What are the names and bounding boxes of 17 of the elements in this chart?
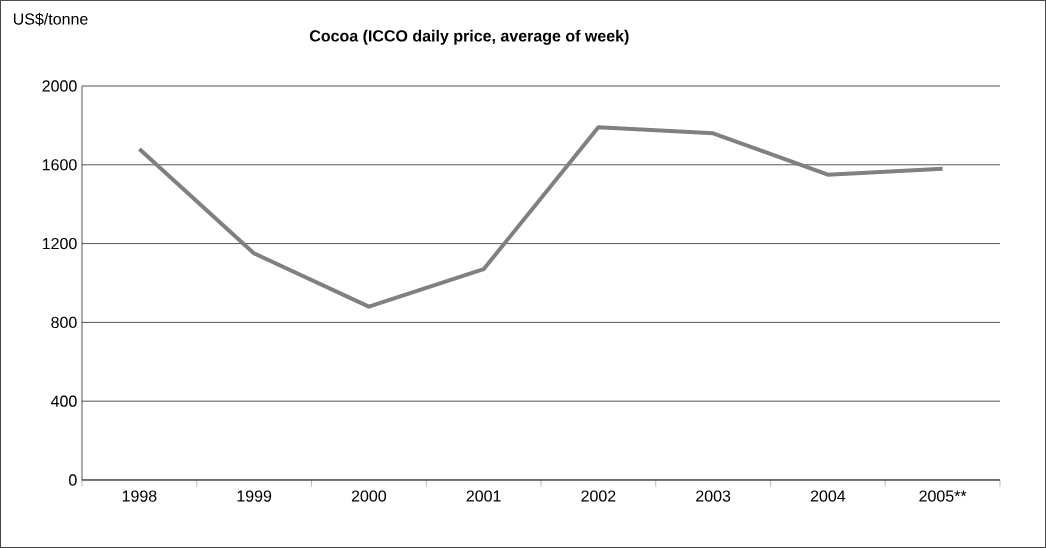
y-tick-label: 1600 bbox=[42, 159, 77, 171]
line-series bbox=[137, 125, 945, 309]
y-tick-label: 2000 bbox=[42, 80, 77, 92]
y-axis-title: US$/tonne bbox=[13, 12, 88, 26]
x-tick-label: 2004 bbox=[810, 490, 846, 502]
y-tick-label: 0 bbox=[69, 474, 77, 486]
x-tick-label: 2001 bbox=[466, 490, 501, 502]
x-tick-label: 2000 bbox=[351, 490, 387, 502]
x-tick-label: 2005** bbox=[919, 490, 967, 502]
y-tick-label: 400 bbox=[50, 395, 77, 407]
x-tick-label: 1998 bbox=[122, 490, 157, 502]
x-tick-label: 2003 bbox=[696, 490, 731, 502]
x-tick-label: 1999 bbox=[237, 490, 272, 502]
chart-title: Cocoa (ICCO daily price, average of week) bbox=[309, 29, 629, 45]
y-tick-label: 800 bbox=[51, 316, 77, 329]
x-tick-label: 2002 bbox=[581, 490, 616, 502]
y-tick-label: 1200 bbox=[42, 237, 77, 250]
